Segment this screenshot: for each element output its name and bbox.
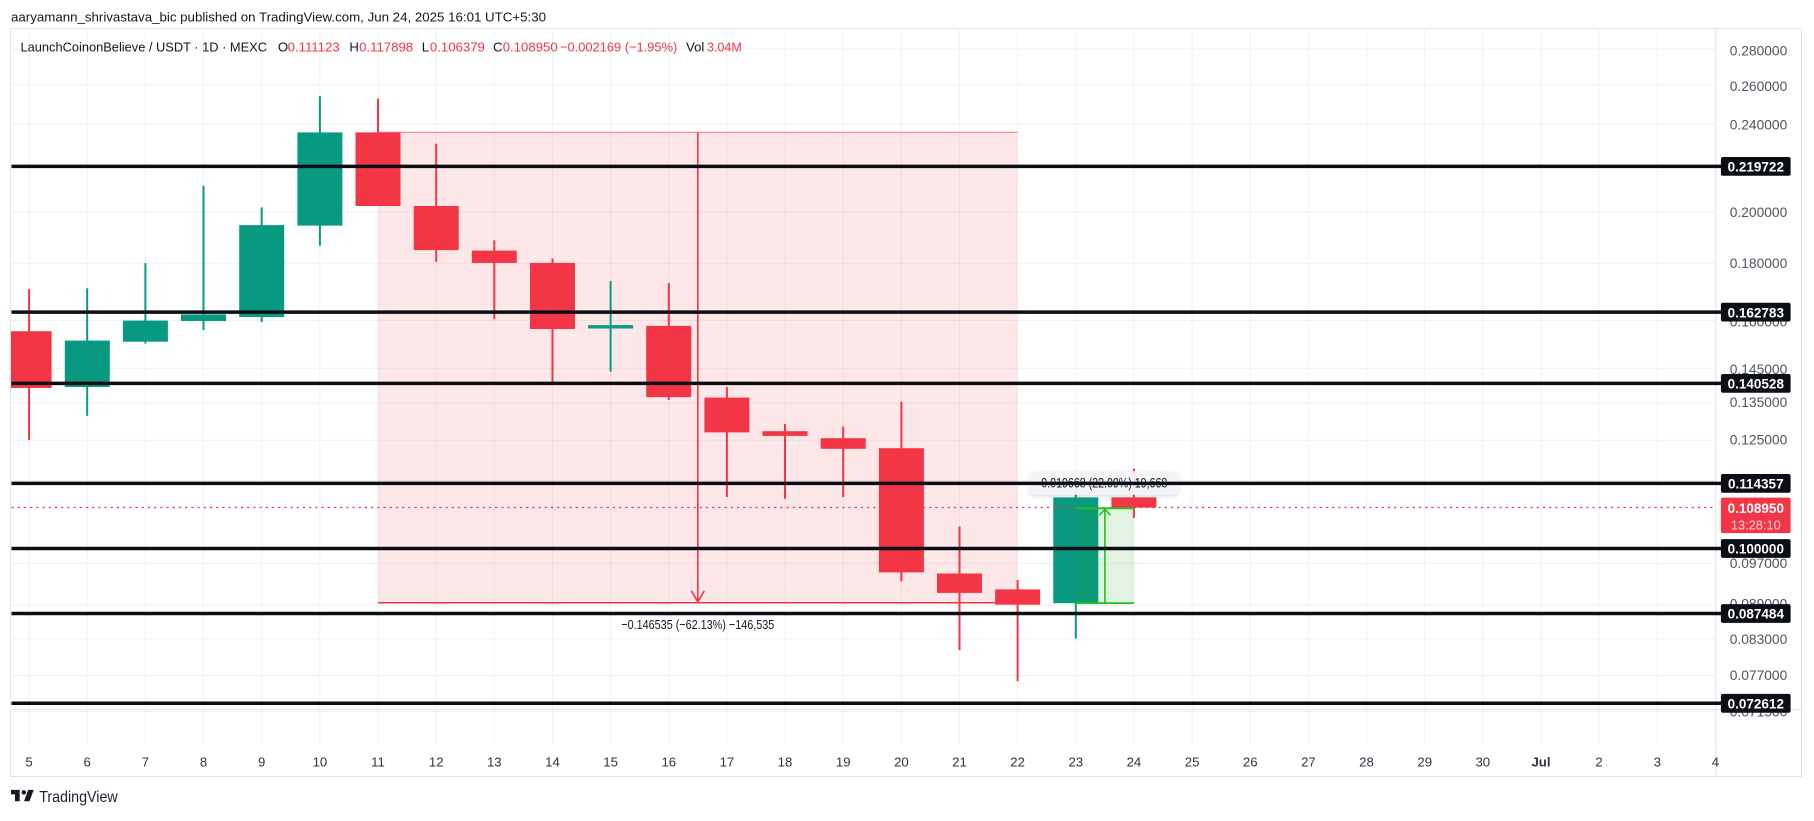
svg-text:0.114357: 0.114357	[1728, 477, 1784, 492]
svg-text:25: 25	[1185, 755, 1200, 770]
svg-text:0.106379: 0.106379	[430, 39, 485, 54]
svg-text:28: 28	[1359, 755, 1374, 770]
svg-text:0.087484: 0.087484	[1728, 607, 1785, 622]
svg-text:O: O	[278, 39, 288, 54]
svg-text:23: 23	[1068, 755, 1083, 770]
svg-text:29: 29	[1417, 755, 1432, 770]
svg-text:8: 8	[200, 755, 207, 770]
svg-text:13:28:10: 13:28:10	[1731, 517, 1781, 532]
svg-text:16: 16	[661, 755, 676, 770]
svg-text:0.135000: 0.135000	[1730, 395, 1788, 410]
svg-text:0.260000: 0.260000	[1730, 79, 1788, 94]
svg-text:14: 14	[545, 755, 560, 770]
svg-text:−0.146535 (−62.13%) −146,535: −0.146535 (−62.13%) −146,535	[621, 617, 774, 632]
svg-text:0.145000: 0.145000	[1730, 362, 1788, 377]
svg-text:21: 21	[952, 755, 967, 770]
svg-text:LaunchCoinonBelieve / USDT · 1: LaunchCoinonBelieve / USDT · 1D · MEXC	[21, 39, 268, 54]
svg-text:0.100000: 0.100000	[1728, 542, 1784, 557]
svg-text:11: 11	[371, 755, 385, 770]
svg-text:0.108950: 0.108950	[1728, 501, 1784, 516]
svg-text:15: 15	[603, 755, 618, 770]
svg-text:0.111123: 0.111123	[288, 39, 340, 54]
svg-text:0.280000: 0.280000	[1730, 43, 1788, 58]
svg-text:2: 2	[1595, 755, 1602, 770]
svg-text:0.077000: 0.077000	[1730, 668, 1788, 683]
svg-text:3.04M: 3.04M	[707, 39, 742, 54]
svg-text:0.097000: 0.097000	[1730, 556, 1788, 571]
svg-text:0.125000: 0.125000	[1730, 432, 1788, 447]
svg-text:18: 18	[778, 755, 793, 770]
svg-text:12: 12	[429, 755, 444, 770]
svg-text:0.162783: 0.162783	[1728, 305, 1785, 320]
svg-text:3: 3	[1654, 755, 1661, 770]
svg-text:0.117898: 0.117898	[359, 39, 413, 54]
svg-text:L: L	[422, 39, 429, 54]
svg-text:27: 27	[1301, 755, 1316, 770]
svg-text:0.180000: 0.180000	[1730, 256, 1788, 271]
svg-text:6: 6	[84, 755, 91, 770]
svg-text:9: 9	[258, 755, 265, 770]
svg-text:26: 26	[1243, 755, 1258, 770]
svg-text:4: 4	[1712, 755, 1719, 770]
svg-text:Jul: Jul	[1531, 755, 1550, 770]
svg-text:0.072612: 0.072612	[1728, 697, 1784, 712]
svg-text:30: 30	[1475, 755, 1490, 770]
svg-text:TradingView: TradingView	[39, 789, 118, 806]
svg-text:−0.002169 (−1.95%): −0.002169 (−1.95%)	[560, 39, 677, 54]
svg-text:19: 19	[836, 755, 851, 770]
svg-text:aaryamann_shrivastava_bic publ: aaryamann_shrivastava_bic published on T…	[11, 10, 546, 25]
svg-text:0.083000: 0.083000	[1730, 632, 1788, 647]
svg-text:20: 20	[894, 755, 909, 770]
svg-text:5: 5	[25, 755, 32, 770]
svg-text:0.200000: 0.200000	[1730, 205, 1788, 220]
svg-text:17: 17	[720, 755, 735, 770]
svg-text:0.240000: 0.240000	[1730, 117, 1788, 132]
svg-text:22: 22	[1010, 755, 1025, 770]
svg-text:13: 13	[487, 755, 502, 770]
svg-text:0.108950: 0.108950	[503, 39, 558, 54]
svg-text:24: 24	[1127, 755, 1142, 770]
svg-text:H: H	[349, 39, 359, 54]
svg-text:0.140528: 0.140528	[1728, 377, 1785, 392]
svg-text:0.219722: 0.219722	[1728, 160, 1784, 175]
svg-text:C: C	[493, 39, 503, 54]
svg-text:7: 7	[142, 755, 149, 770]
svg-text:Vol: Vol	[686, 39, 704, 54]
svg-text:10: 10	[313, 755, 328, 770]
